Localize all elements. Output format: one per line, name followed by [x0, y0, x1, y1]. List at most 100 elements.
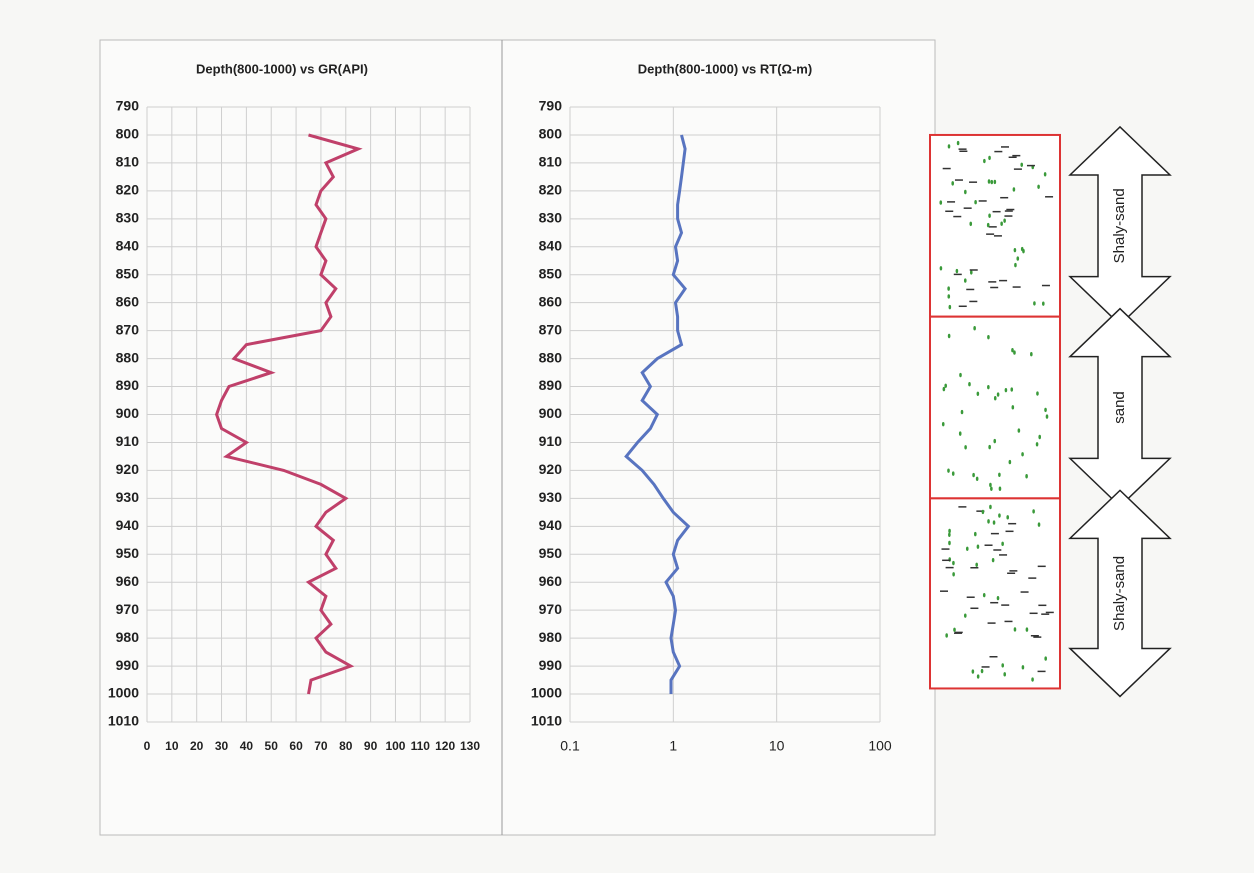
sand-grain	[988, 179, 991, 183]
sand-grain	[1044, 408, 1047, 412]
sand-grain	[940, 266, 943, 270]
y-tick-label: 930	[116, 489, 140, 505]
interval-label: Shaly-sand	[1111, 188, 1128, 263]
sand-grain	[952, 572, 955, 576]
sand-grain	[993, 520, 996, 524]
sand-grain	[981, 669, 984, 673]
sand-grain	[1037, 185, 1040, 189]
sand-grain	[942, 422, 945, 426]
y-tick-label: 990	[539, 657, 563, 673]
y-tick-label: 820	[539, 182, 563, 198]
sand-grain	[1010, 387, 1013, 391]
y-tick-label: 1000	[108, 685, 139, 701]
y-tick-label: 840	[116, 237, 140, 253]
sand-grain	[1021, 247, 1024, 251]
sand-grain	[961, 410, 964, 414]
sand-grain	[1032, 509, 1035, 513]
x-tick-label: 70	[314, 739, 328, 753]
y-tick-label: 790	[539, 98, 563, 114]
x-tick-label: 30	[215, 739, 229, 753]
sand-grain	[1009, 460, 1012, 464]
x-tick-label: 20	[190, 739, 204, 753]
y-tick-label: 980	[116, 629, 140, 645]
sand-grain	[1030, 352, 1033, 356]
sand-grain	[989, 505, 992, 509]
sand-grain	[988, 214, 991, 218]
sand-grain	[969, 222, 972, 226]
sand-grain	[945, 633, 948, 637]
x-tick-label: 120	[435, 739, 455, 753]
y-tick-label: 910	[116, 433, 140, 449]
sand-grain	[972, 669, 975, 673]
y-tick-label: 810	[539, 154, 563, 170]
x-tick-label: 90	[364, 739, 378, 753]
chart-title: Depth(800-1000) vs RT(Ω-m)	[638, 61, 812, 76]
frame	[100, 40, 935, 835]
sand-grain	[999, 486, 1002, 490]
lithology-interval	[930, 498, 1060, 688]
sand-grain	[1014, 627, 1017, 631]
sand-grain	[992, 558, 995, 562]
y-tick-label: 920	[539, 461, 563, 477]
sand-grain	[1026, 627, 1029, 631]
y-tick-label: 850	[539, 265, 563, 281]
sand-grain	[983, 593, 986, 597]
sand-grain	[966, 547, 969, 551]
x-tick-label: 60	[289, 739, 303, 753]
sand-grain	[975, 563, 978, 567]
sand-grain	[993, 439, 996, 443]
x-tick-label: 80	[339, 739, 353, 753]
sand-grain	[998, 473, 1001, 477]
sand-grain	[987, 519, 990, 523]
figure: Depth(800-1000) vs GR(API) Depth(800-100…	[0, 0, 1254, 873]
y-tick-label: 980	[539, 629, 563, 645]
sand-grain	[1013, 350, 1016, 354]
y-tick-label: 860	[116, 293, 140, 309]
sand-grain	[947, 468, 950, 472]
sand-grain	[990, 180, 993, 184]
y-tick-label: 900	[116, 405, 140, 421]
sand-grain	[948, 541, 951, 545]
sand-grain	[948, 533, 951, 537]
sand-grain	[964, 613, 967, 617]
sand-grain	[964, 278, 967, 282]
x-tick-label: 0	[144, 739, 151, 753]
sand-grain	[997, 596, 1000, 600]
y-tick-label: 790	[116, 98, 140, 114]
y-tick-label: 990	[116, 657, 140, 673]
sand-grain	[977, 545, 980, 549]
sand-grain	[997, 392, 1000, 396]
x-tick-label: 50	[265, 739, 279, 753]
sand-grain	[1020, 163, 1023, 167]
y-tick-label: 870	[539, 321, 563, 337]
sand-grain	[1025, 474, 1028, 478]
sand-grain	[948, 557, 951, 561]
sand-grain	[957, 141, 960, 145]
sand-grain	[977, 392, 980, 396]
sand-grain	[952, 471, 955, 475]
x-tick-label: 130	[460, 739, 480, 753]
sand-grain	[959, 373, 962, 377]
y-tick-label: 1010	[531, 713, 562, 729]
y-tick-label: 970	[539, 601, 563, 617]
y-tick-label: 890	[116, 377, 140, 393]
sand-grain	[998, 513, 1001, 517]
sand-grain	[1016, 256, 1019, 260]
sand-grain	[951, 181, 954, 185]
sand-grain	[982, 510, 985, 514]
y-tick-label: 800	[116, 126, 140, 142]
sand-grain	[1044, 172, 1047, 176]
sand-grain	[964, 445, 967, 449]
sand-grain	[987, 223, 990, 227]
sand-grain	[1003, 218, 1006, 222]
sand-grain	[964, 190, 967, 194]
sand-grain	[953, 628, 956, 632]
chart-title: Depth(800-1000) vs GR(API)	[196, 61, 368, 76]
y-tick-label: 850	[116, 265, 140, 281]
x-tick-label: 100	[868, 738, 892, 754]
sand-grain	[1001, 542, 1004, 546]
sand-grain	[968, 382, 971, 386]
sand-grain	[970, 270, 973, 274]
sand-grain	[948, 529, 951, 533]
sand-grain	[1038, 522, 1041, 526]
